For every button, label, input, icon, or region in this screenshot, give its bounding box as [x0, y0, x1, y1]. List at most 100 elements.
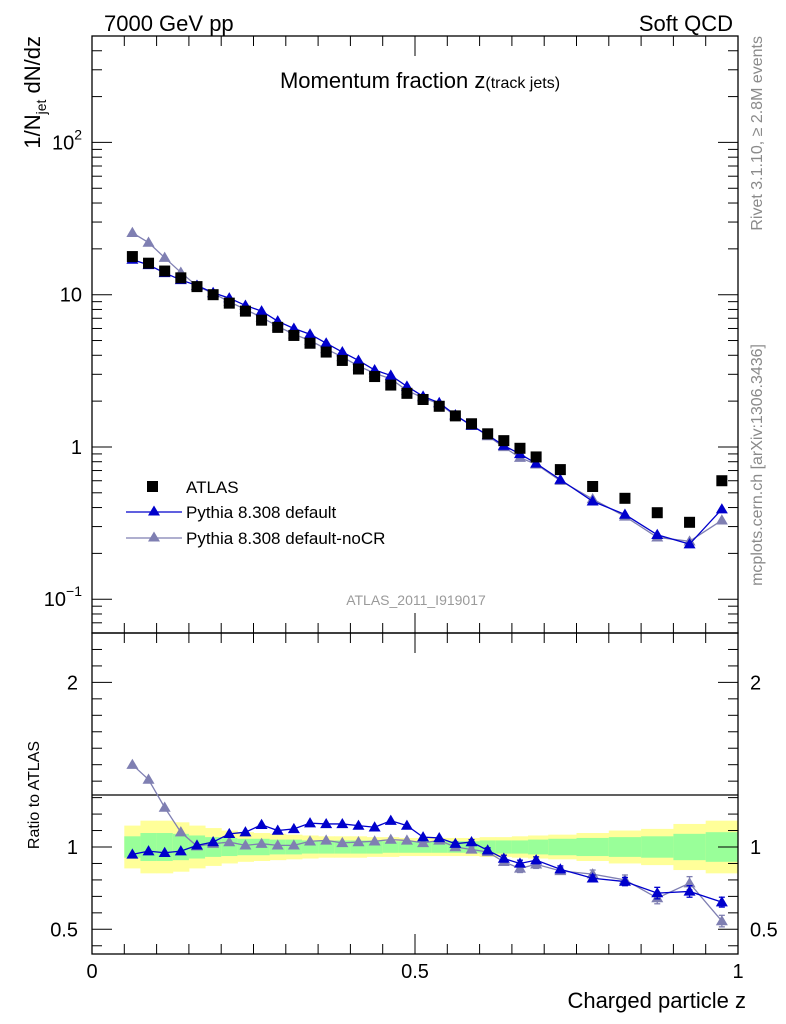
x-tick-label: 1: [732, 961, 743, 983]
legend-marker-atlas: [147, 481, 158, 492]
ratio-point-1: [481, 844, 494, 855]
ratio-band-inner: [576, 837, 610, 857]
ratio-point-1: [618, 875, 631, 886]
series-point-1: [651, 528, 664, 539]
mcplots-label: mcplots.cern.ch [arXiv:1306.3436]: [749, 344, 766, 586]
ratio-point-1: [554, 863, 567, 874]
series-point-1: [586, 495, 599, 506]
ratio-point-1: [497, 852, 510, 863]
series-point-2: [142, 236, 155, 247]
ratio-point-1: [304, 817, 317, 828]
atlas-data-point: [223, 297, 235, 309]
ratio-band-inner: [124, 836, 141, 858]
y-tick-base: 10: [44, 589, 66, 611]
ylabel-subscript: jet: [33, 99, 49, 115]
atlas-data-point: [369, 371, 381, 383]
atlas-data-point: [385, 379, 397, 391]
atlas-data-point: [449, 410, 461, 422]
ratio-tick-label-right: 2: [750, 672, 761, 694]
series-point-1: [530, 457, 543, 468]
ratio-point-1: [158, 846, 171, 857]
ratio-band-inner: [641, 836, 674, 858]
ratio-point-2: [255, 837, 268, 848]
ratio-point-1: [352, 819, 365, 830]
ratio-band-inner: [382, 841, 400, 853]
atlas-data-point: [304, 337, 316, 349]
ratio-point-1: [417, 831, 430, 842]
chart-title-suffix: (track jets): [485, 75, 560, 92]
process-label: Soft QCD: [639, 11, 733, 36]
atlas-data-point: [482, 428, 494, 440]
atlas-data-point: [191, 281, 203, 293]
chart-title-main: Momentum fraction z: [280, 68, 485, 93]
series-point-1: [554, 473, 567, 484]
y-tick-exponent: −1: [66, 583, 82, 599]
series-point-1: [384, 369, 397, 380]
atlas-data-point: [587, 480, 599, 492]
ratio-point-1: [400, 819, 413, 830]
ratio-point-2: [142, 773, 155, 784]
atlas-data-point: [684, 516, 696, 528]
atlas-data-point: [530, 451, 542, 463]
ratio-point-2: [304, 835, 317, 846]
series-point-1: [715, 503, 728, 514]
ratio-band-inner: [608, 837, 642, 857]
main-y-axis-label: 1/Njet dN/dz: [20, 36, 49, 149]
main-plot-series: [126, 226, 728, 549]
legend-marker-nocr: [148, 531, 160, 542]
y-tick-label: 10: [60, 285, 82, 307]
ratio-point-1: [223, 827, 236, 839]
ratio-plot-panel: 0 0.5 1 0.5 0.5 1 1 2 2: [50, 632, 778, 983]
ratio-point-1: [174, 845, 187, 856]
atlas-data-point: [126, 251, 138, 263]
ratio-tick-label-right: 0.5: [750, 919, 778, 941]
atlas-data-point: [288, 329, 300, 341]
legend-label-atlas: ATLAS: [186, 478, 239, 497]
ratio-point-2: [271, 839, 284, 850]
atlas-data-point: [466, 418, 478, 430]
ratio-point-1: [513, 857, 526, 868]
atlas-data-point: [619, 492, 631, 504]
ratio-tick-label-right: 1: [750, 837, 761, 859]
atlas-data-point: [207, 289, 219, 301]
x-axis-label: Charged particle z: [567, 988, 746, 1013]
atlas-data-point: [256, 314, 268, 326]
ylabel-prefix: 1/N: [20, 114, 45, 148]
ratio-plot-frame: [91, 632, 739, 955]
ratio-point-2: [320, 834, 333, 845]
ratio-point-2: [239, 839, 252, 850]
ratio-plot-series: [126, 758, 728, 928]
ratio-point-2: [287, 839, 300, 850]
ratio-point-2: [336, 836, 349, 848]
ratio-point-1: [384, 814, 397, 825]
ratio-point-1: [126, 848, 139, 859]
ratio-point-1: [287, 822, 300, 834]
ratio-y-axis-label: Ratio to ATLAS: [26, 741, 43, 849]
ratio-point-2: [126, 758, 139, 769]
rivet-label: Rivet 3.1.10, ≥ 2.8M events: [749, 36, 766, 231]
legend: ATLAS Pythia 8.308 default Pythia 8.308 …: [126, 478, 385, 548]
ratio-point-1: [255, 818, 268, 829]
ratio-band-inner: [673, 833, 707, 861]
atlas-data-point: [175, 272, 187, 284]
ratio-point-2: [465, 843, 478, 854]
series-point-1: [618, 508, 631, 519]
series-point-1: [336, 346, 349, 357]
y-tick-base: 10: [52, 132, 74, 154]
ratio-point-2: [384, 833, 397, 844]
x-tick-label: 0.5: [401, 961, 429, 983]
ratio-point-1: [683, 885, 696, 896]
legend-label-default: Pythia 8.308 default: [186, 503, 337, 522]
ratio-point-2: [400, 834, 413, 845]
ratio-point-2: [683, 877, 696, 888]
legend-label-nocr: Pythia 8.308 default-noCR: [186, 529, 385, 548]
y-tick-label: 102: [52, 126, 82, 154]
ratio-point-1: [142, 845, 155, 856]
atlas-data-point: [159, 265, 171, 277]
atlas-data-point: [320, 346, 332, 358]
ratio-band-inner: [528, 839, 549, 855]
atlas-data-point: [554, 464, 566, 476]
ratio-band-inner: [495, 840, 513, 854]
